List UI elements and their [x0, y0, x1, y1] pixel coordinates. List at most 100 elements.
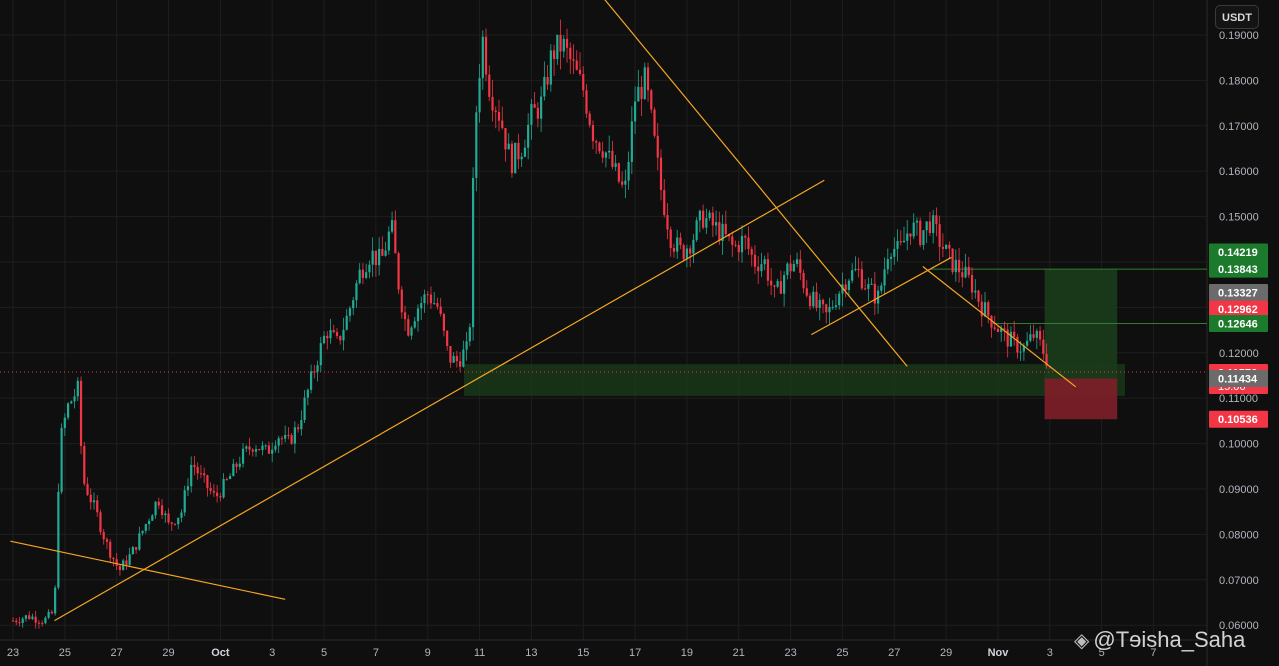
- candle-body: [964, 266, 967, 278]
- candle-body: [993, 327, 996, 329]
- candle-body: [886, 259, 889, 270]
- candle-body: [109, 541, 112, 558]
- candle-body: [478, 78, 481, 113]
- x-tick-label: 13: [525, 647, 537, 659]
- candle-body: [177, 517, 180, 525]
- candle-body: [870, 283, 873, 285]
- candle-body: [394, 220, 397, 254]
- candle-body: [494, 110, 497, 112]
- candle-body: [520, 156, 523, 160]
- candle-body: [225, 478, 228, 480]
- candle-body: [682, 245, 685, 260]
- candle-body: [880, 285, 883, 291]
- candle-body: [705, 218, 708, 228]
- x-tick-label: Oct: [211, 647, 230, 659]
- candle-body: [624, 180, 627, 185]
- price-label: 0.14219: [1218, 247, 1258, 259]
- candle-body: [860, 269, 863, 289]
- candle-body: [290, 435, 293, 444]
- candle-body: [974, 290, 977, 293]
- candle-body: [491, 96, 494, 111]
- candle-body: [475, 112, 478, 178]
- candle-body: [21, 618, 24, 623]
- y-tick-label: 0.15000: [1219, 212, 1259, 224]
- candle-body: [925, 221, 928, 231]
- candle-body: [740, 236, 744, 253]
- candle-body: [173, 523, 177, 525]
- x-tick-label: 7: [1150, 647, 1156, 659]
- candle-body: [731, 236, 734, 245]
- price-label-bg: [1209, 243, 1268, 261]
- y-tick-label: 0.16000: [1219, 166, 1259, 178]
- candle-body: [216, 492, 219, 497]
- candle-body: [663, 190, 666, 216]
- candle-body: [676, 237, 679, 252]
- candle-body: [1042, 339, 1045, 354]
- candle-body: [468, 327, 471, 342]
- candle-body: [935, 215, 938, 225]
- candle-body: [1029, 334, 1032, 341]
- candle-body: [595, 141, 598, 143]
- x-tick-label: Nov: [988, 647, 1010, 659]
- x-tick-label: 29: [940, 647, 952, 659]
- candle-body: [802, 272, 805, 289]
- candle-body: [533, 104, 536, 108]
- candle-body: [241, 448, 245, 464]
- candle-body: [912, 222, 915, 237]
- candle-body: [15, 620, 18, 623]
- candle-body: [685, 248, 689, 260]
- candle-body: [889, 256, 893, 260]
- candle-body: [47, 611, 50, 618]
- candle-body: [883, 269, 886, 286]
- candle-body: [825, 304, 828, 313]
- candle-body: [698, 210, 701, 221]
- y-tick-label: 0.07000: [1219, 575, 1259, 587]
- candle-body: [656, 135, 659, 158]
- candle-body: [261, 445, 264, 450]
- currency-button[interactable]: USDT: [1215, 5, 1259, 29]
- candle-body: [118, 565, 122, 571]
- candle-body: [608, 150, 611, 153]
- price-label-bg: [1209, 300, 1268, 318]
- x-tick-label: 9: [425, 647, 431, 659]
- candle-body: [695, 220, 698, 240]
- candle-body: [795, 259, 799, 264]
- candle-body: [452, 355, 455, 363]
- candle-body: [397, 253, 400, 290]
- price-labels: 0.142190.138640.138430.133270.129620.126…: [1209, 243, 1268, 428]
- candle-body: [1009, 331, 1013, 347]
- candle-body: [630, 121, 633, 162]
- candle-body: [530, 104, 533, 125]
- candle-body: [63, 417, 66, 429]
- candle-body: [1022, 345, 1025, 352]
- candle-body: [390, 220, 394, 232]
- candle-body: [786, 263, 789, 276]
- candle-body: [481, 36, 484, 79]
- candle-body: [714, 222, 718, 226]
- candle-body: [157, 501, 160, 506]
- candle-body: [426, 294, 429, 296]
- candle-body: [31, 616, 34, 619]
- candle-body: [99, 512, 102, 532]
- chart-zones: [0, 268, 1207, 420]
- candle-body: [724, 223, 727, 234]
- trendline-fall-line-2: [922, 266, 1077, 388]
- candle-body: [757, 266, 760, 272]
- candle-body: [60, 428, 63, 492]
- candle-body: [44, 617, 47, 624]
- candle-body: [582, 73, 585, 91]
- candle-body: [329, 330, 332, 339]
- candle-body: [335, 332, 339, 336]
- candle-body: [983, 302, 987, 317]
- candle-body: [274, 445, 277, 450]
- candle-body: [523, 147, 527, 157]
- time-axis[interactable]: 23 25 27 29 Oct 3 5 7 9 11 13 15 17 19 21 23 25 27 29 Nov 3 5…: [7, 647, 1157, 659]
- candle-body: [267, 445, 271, 454]
- y-tick-label: 0.08000: [1219, 529, 1259, 541]
- candle-body: [442, 314, 446, 331]
- candle-body: [313, 371, 316, 373]
- candle-body: [228, 476, 232, 480]
- candle-body: [371, 250, 374, 265]
- candle-body: [322, 335, 326, 344]
